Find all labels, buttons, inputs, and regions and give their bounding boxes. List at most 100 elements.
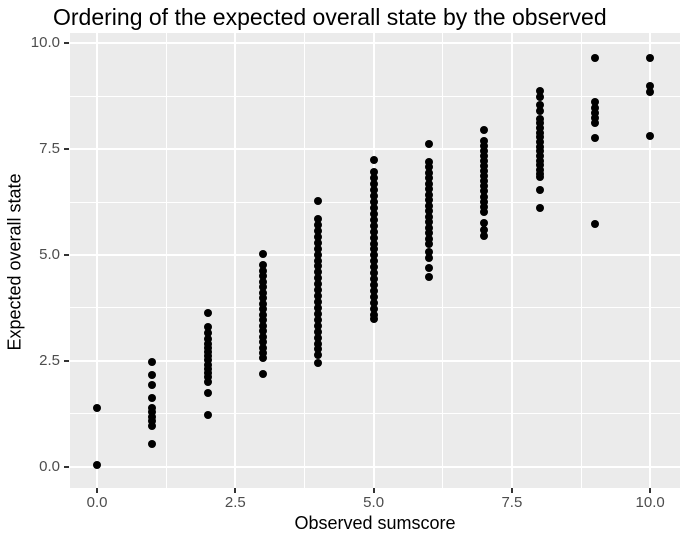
data-point bbox=[314, 226, 323, 235]
data-point bbox=[259, 310, 267, 319]
x-tick-label: 2.5 bbox=[224, 494, 246, 511]
data-point bbox=[590, 108, 599, 117]
gridline-major-vertical bbox=[234, 33, 237, 488]
data-point bbox=[314, 286, 323, 295]
data-point bbox=[203, 356, 212, 365]
data-point bbox=[314, 298, 323, 307]
data-point bbox=[424, 263, 433, 272]
data-point bbox=[203, 348, 212, 356]
data-point bbox=[480, 167, 489, 176]
data-point bbox=[480, 225, 489, 234]
data-point bbox=[369, 155, 378, 164]
data-point bbox=[314, 274, 323, 283]
data-point bbox=[259, 266, 267, 275]
data-point bbox=[259, 349, 267, 358]
data-point bbox=[314, 244, 323, 253]
data-point bbox=[480, 231, 489, 240]
data-point bbox=[480, 141, 489, 150]
data-point bbox=[314, 250, 323, 259]
data-point bbox=[203, 369, 212, 378]
y-tick-label: 10.0 bbox=[30, 34, 60, 52]
data-point bbox=[203, 328, 212, 337]
data-point bbox=[259, 272, 267, 281]
data-point bbox=[314, 262, 323, 271]
gridline-minor-horizontal bbox=[70, 413, 680, 415]
data-point bbox=[424, 163, 433, 172]
data-point bbox=[259, 343, 267, 352]
data-point bbox=[424, 229, 433, 238]
data-point bbox=[535, 119, 544, 128]
data-point bbox=[203, 388, 212, 397]
x-tick-mark bbox=[649, 488, 652, 493]
data-point bbox=[259, 288, 267, 297]
plot-panel bbox=[70, 33, 680, 488]
data-point bbox=[480, 192, 489, 201]
data-point bbox=[480, 219, 489, 228]
data-point bbox=[535, 100, 544, 109]
data-point bbox=[590, 118, 599, 127]
data-point bbox=[535, 165, 544, 174]
x-tick-label: 10.0 bbox=[635, 494, 665, 511]
data-point bbox=[203, 410, 212, 419]
gridline-major-vertical bbox=[96, 33, 99, 488]
gridline-minor-vertical bbox=[580, 33, 582, 488]
x-tick-label: 0.0 bbox=[86, 494, 108, 511]
data-point bbox=[314, 256, 323, 265]
data-point bbox=[314, 321, 323, 330]
data-point bbox=[93, 460, 102, 469]
data-point bbox=[590, 219, 599, 228]
data-point bbox=[424, 196, 433, 205]
data-point bbox=[148, 422, 157, 431]
data-point bbox=[535, 203, 544, 212]
y-tick-mark bbox=[64, 359, 69, 362]
data-point bbox=[259, 277, 267, 286]
data-point bbox=[369, 192, 378, 201]
data-point bbox=[369, 251, 378, 260]
gridline-minor-vertical bbox=[442, 33, 444, 488]
data-point bbox=[314, 232, 323, 241]
data-point bbox=[590, 134, 599, 143]
data-point bbox=[148, 408, 157, 417]
data-point bbox=[590, 53, 599, 62]
data-point bbox=[314, 358, 323, 367]
data-point bbox=[314, 280, 323, 289]
x-tick-label: 5.0 bbox=[363, 494, 385, 511]
data-point bbox=[369, 168, 378, 177]
gridline-major-horizontal bbox=[70, 148, 680, 151]
data-point bbox=[148, 381, 157, 390]
data-point bbox=[148, 393, 157, 402]
data-point bbox=[203, 343, 212, 352]
data-point bbox=[369, 245, 378, 254]
data-point bbox=[314, 339, 323, 348]
data-point bbox=[148, 417, 157, 426]
x-tick-mark bbox=[96, 488, 99, 493]
data-point bbox=[535, 86, 544, 95]
data-point bbox=[259, 332, 267, 341]
data-point bbox=[480, 126, 489, 135]
data-point bbox=[590, 103, 599, 112]
data-point bbox=[148, 439, 157, 448]
data-point bbox=[203, 364, 212, 373]
y-tick-label: 2.5 bbox=[39, 351, 60, 369]
data-point bbox=[148, 370, 157, 379]
data-point bbox=[424, 207, 433, 216]
data-point bbox=[535, 156, 544, 165]
data-point bbox=[480, 172, 489, 181]
data-point bbox=[480, 156, 489, 165]
data-point bbox=[369, 263, 378, 272]
y-tick-mark bbox=[64, 42, 69, 45]
data-point bbox=[646, 132, 655, 141]
y-tick-mark bbox=[64, 465, 69, 468]
data-point bbox=[646, 81, 655, 90]
data-point bbox=[314, 220, 323, 229]
data-point bbox=[369, 203, 378, 212]
gridline-minor-vertical bbox=[165, 33, 167, 488]
data-point bbox=[424, 234, 433, 243]
data-point bbox=[535, 128, 544, 137]
data-point bbox=[259, 316, 267, 325]
data-point bbox=[314, 333, 323, 342]
data-point bbox=[369, 314, 378, 323]
gridline-minor-horizontal bbox=[70, 95, 680, 97]
data-point bbox=[480, 187, 489, 196]
